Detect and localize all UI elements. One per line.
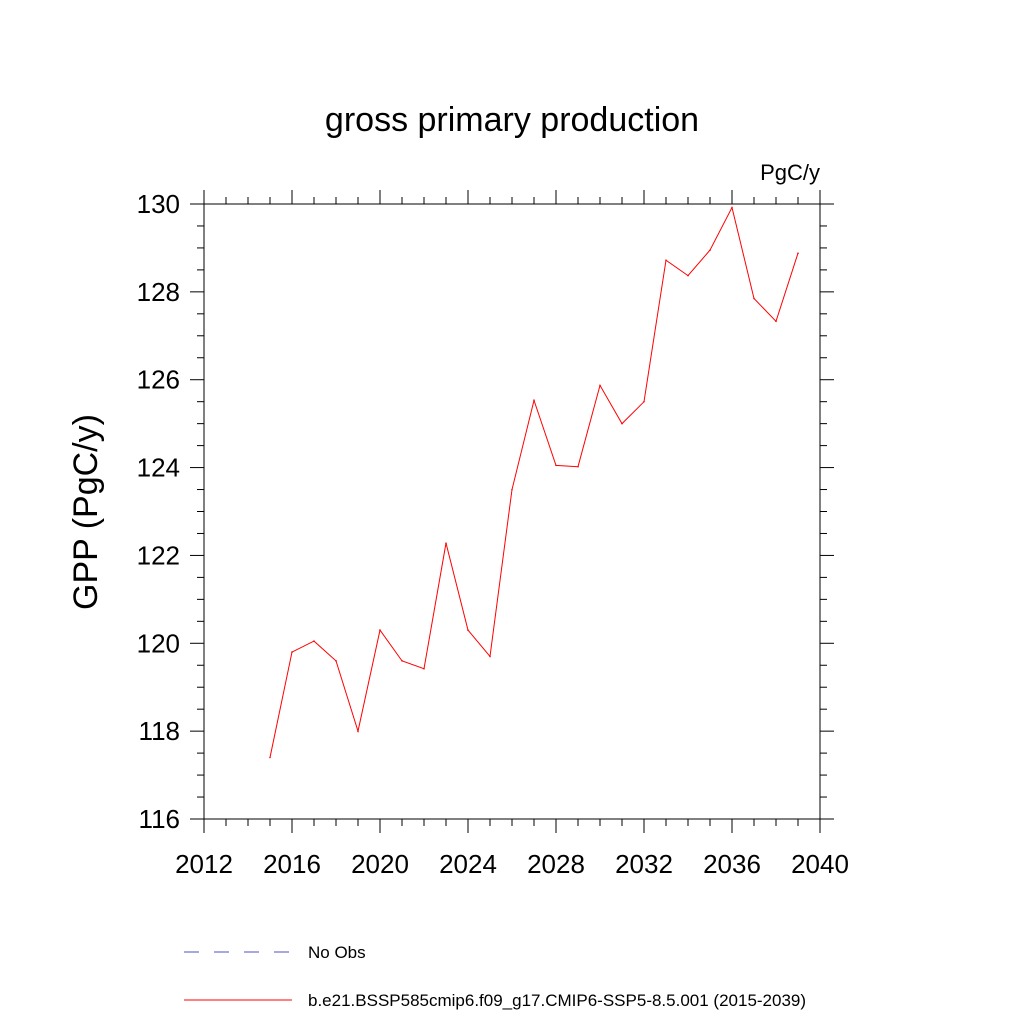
data-point (489, 655, 491, 658)
data-point (621, 422, 623, 425)
data-point (709, 249, 711, 251)
y-tick-label: 126 (137, 365, 180, 395)
data-point (467, 629, 469, 631)
y-tick-label: 118 (139, 716, 180, 746)
data-point (775, 320, 777, 323)
plot-frame (203, 203, 821, 820)
x-tick-label: 2024 (439, 849, 497, 879)
y-tick-label: 124 (137, 453, 180, 483)
data-point (335, 660, 337, 662)
y-axis-label: GPP (PgC/y) (67, 414, 105, 610)
units-label: PgC/y (760, 160, 820, 185)
legend-label-no-obs: No Obs (308, 943, 366, 962)
data-point (687, 274, 689, 277)
data-point (577, 465, 579, 468)
data-point (555, 464, 557, 467)
x-tick-label: 2012 (175, 849, 233, 879)
data-point (665, 259, 667, 262)
data-point (357, 730, 359, 732)
x-tick-label: 2016 (263, 849, 321, 879)
axis-ticks (190, 190, 834, 833)
data-point (423, 667, 425, 670)
data-point (599, 384, 601, 387)
y-tick-label: 130 (137, 189, 180, 219)
y-tick-label: 120 (137, 628, 180, 658)
data-point (291, 651, 293, 653)
data-point (445, 542, 447, 544)
x-tick-label: 2032 (615, 849, 673, 879)
series-line (269, 206, 799, 758)
y-tick-label: 116 (139, 804, 180, 834)
legend-label-series: b.e21.BSSP585cmip6.f09_g17.CMIP6-SSP5-8.… (308, 991, 806, 1010)
data-point (533, 399, 535, 402)
y-tick-label: 122 (137, 540, 180, 570)
x-tick-label: 2040 (791, 849, 849, 879)
axis-tick-labels: 2012 2016 2020 2024 2028 2032 2036 2040 116 118 12… (137, 189, 849, 879)
data-point (313, 640, 315, 642)
data-point (511, 488, 513, 491)
data-point (643, 400, 645, 403)
data-point (731, 206, 733, 209)
x-tick-label: 2036 (703, 849, 761, 879)
y-tick-label: 128 (137, 277, 180, 307)
data-point (379, 629, 381, 631)
data-point (753, 297, 755, 300)
legend: No Obs b.e21.BSSP585cmip6.f09_g17.CMIP6-… (184, 943, 806, 1010)
x-tick-label: 2028 (527, 849, 585, 879)
chart-title: gross primary production (325, 101, 699, 139)
data-point (269, 756, 271, 759)
data-point (401, 660, 403, 662)
x-tick-label: 2020 (351, 849, 409, 879)
series-lines (269, 206, 799, 759)
data-point (797, 252, 799, 254)
